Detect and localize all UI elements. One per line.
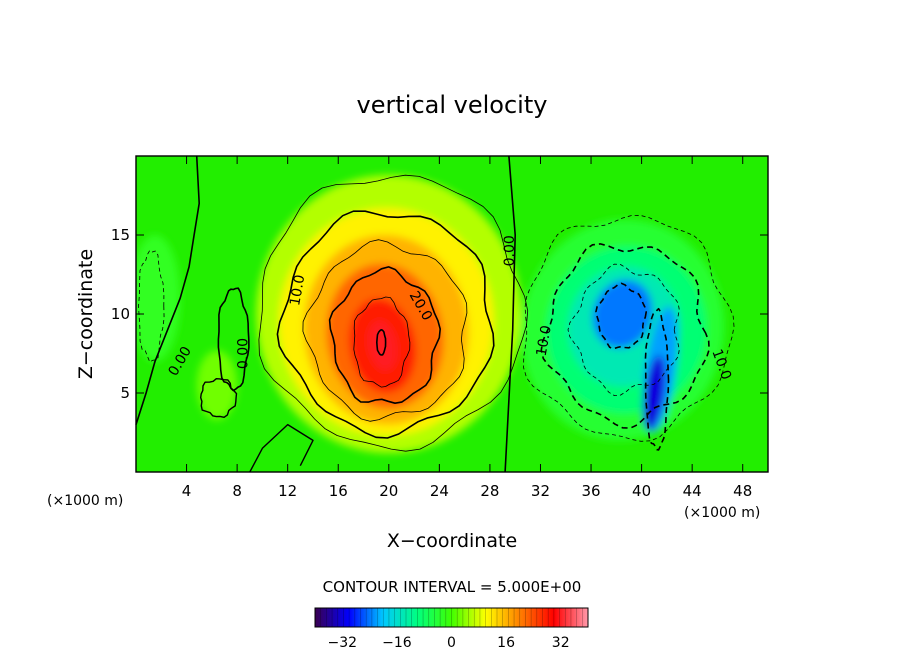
left-edge-patch [136,235,181,362]
chart-title: vertical velocity [357,91,548,119]
colorbar-tick-label: −32 [328,635,358,651]
contour-20 [328,266,441,404]
contour-label: 0.00 [235,338,251,369]
zero-contour-patch [200,378,238,418]
y-axis-label: Z−coordinate [75,249,97,379]
small-positive-patch [196,350,238,420]
downdraft-core-lower [642,355,666,431]
contour-30 [376,329,387,356]
velocity-field [136,156,768,472]
zero-contour-middle [504,155,516,473]
y-axis: 5 10 15 [111,226,768,402]
contour-interval-note: CONTOUR INTERVAL = 5.000E+00 [323,578,582,596]
y-tick-label: 15 [111,226,130,244]
x-tick-label: 48 [733,482,752,500]
x-tick-label: 8 [232,482,242,500]
x-axis-label: X−coordinate [387,530,517,552]
x-tick-label: 24 [430,482,449,500]
zero-contour-bottom [249,423,314,473]
colorbar-tick-label: 16 [497,635,515,651]
x-tick-label: 12 [278,482,297,500]
contour-neg-10 [540,243,710,429]
x-tick-label: 20 [379,482,398,500]
contour-25 [353,296,411,388]
y-tick-label: 10 [111,305,130,323]
colorbar-frame [314,607,589,628]
contour-lines [135,155,735,473]
contour-neg-left [138,250,165,363]
contour-neg-15 [567,263,680,396]
zero-contour-island [217,287,250,392]
colorbar-tick-label: 32 [552,635,570,651]
colorbar-tick-label: 0 [447,635,456,651]
contour-5 [258,174,529,452]
x-tick-label: 32 [531,482,550,500]
colorbar-fill [315,608,588,627]
x-unit-right: (×1000 m) [684,505,760,521]
contour-label: 10.0 [534,324,555,357]
contour-10 [276,210,495,439]
x-tick-label: 40 [632,482,651,500]
x-tick-label: 4 [182,482,192,500]
x-tick-label: 28 [480,482,499,500]
contour-label: 0.00 [502,235,518,266]
x-axis: 4 8 12 16 20 24 28 32 36 40 44 48 [182,156,752,500]
contour-neg-5 [523,215,735,442]
updraft-core [368,320,397,371]
downdraft-core-upper [592,279,653,349]
x-tick-label: 44 [683,482,702,500]
x-unit-left: (×1000 m) [47,493,123,509]
contour-neg-20 [595,282,647,350]
colorbar-tick-label: −16 [382,635,412,651]
colorbar: −32 −16 0 16 32 [314,607,589,651]
contour-neg-20-lower [644,307,670,451]
y-tick-label: 5 [120,384,130,402]
zero-contour-left [135,155,200,425]
contour-15 [302,239,468,422]
x-tick-label: 36 [581,482,600,500]
contour-label: 10.0 [287,274,308,307]
x-tick-label: 16 [329,482,348,500]
